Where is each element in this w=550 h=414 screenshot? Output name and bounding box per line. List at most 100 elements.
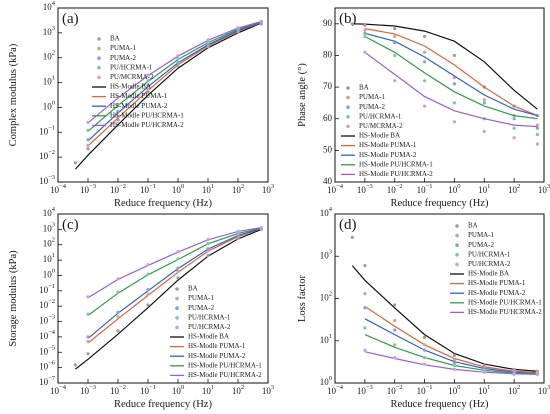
x-tick-label: 10−2	[110, 384, 126, 396]
x-tick-label: 101	[202, 384, 214, 396]
data-point-pu-hcrma-1	[423, 79, 427, 83]
data-point-puma-1	[86, 339, 90, 344]
legend-label: HS-Modle PUMA-2	[359, 151, 417, 159]
legend-label: HS-Modle PU/HCRMA-1	[110, 111, 184, 119]
data-point-ba	[423, 335, 427, 339]
data-point-puma-2	[423, 348, 427, 352]
legend-marker-puma-1	[175, 296, 179, 301]
data-point-puma-2	[146, 288, 150, 292]
legend-label: HS-Modle PU/HCRMA-2	[359, 170, 433, 178]
panel-label: (b)	[339, 11, 357, 27]
legend-marker-pu-hcrma-2	[175, 325, 179, 330]
x-tick-label: 103	[538, 183, 550, 195]
x-tick-label: 10−3	[80, 183, 96, 195]
data-point-puma-1	[146, 292, 150, 296]
data-point-pu-hcrma-1	[452, 101, 456, 105]
data-point-ba	[393, 27, 397, 31]
y-tick-label: 100	[320, 375, 332, 387]
data-point-pu-hcrma-2	[393, 79, 397, 83]
data-point-pu-hcrma-1	[146, 79, 150, 83]
legend-label: PU/HCRMA-1	[359, 112, 402, 120]
plot-frame	[334, 7, 545, 183]
legend-label: PU/HCRMA-1	[110, 63, 153, 71]
legend-label: PUMA-1	[188, 294, 215, 302]
y-tick-label: 10−1	[39, 125, 55, 137]
legend-label: HS-Modle PUMA-1	[110, 92, 168, 100]
y-tick-label: 10−2	[39, 150, 55, 162]
data-point-pu-hcrma-1	[116, 290, 120, 294]
plot-frame	[57, 7, 269, 183]
legend-label: HS-Modle PUMA-2	[468, 289, 526, 297]
model-line-pu-hcrma-1	[364, 334, 538, 374]
model-line-puma-2	[364, 32, 538, 117]
data-point-ba	[206, 253, 210, 258]
data-point-puma-1	[482, 98, 486, 102]
data-point-pu-hcrma-2	[86, 295, 90, 299]
data-point-pu-hcrma-2	[259, 19, 263, 23]
x-tick-label: 10−1	[417, 384, 433, 396]
data-point-pu-hcrma-1	[363, 326, 367, 330]
data-point-pu-hcrma-1	[393, 53, 397, 58]
x-tick-label: 103	[262, 384, 274, 396]
legend-marker-ba	[346, 86, 350, 90]
legend-label: HS-Modle PUMA-2	[188, 352, 246, 360]
y-tick-label: 50	[323, 144, 333, 154]
legend-marker-pu-hcrma-1	[346, 115, 350, 119]
legend-marker-pu-hcrma-1	[455, 253, 459, 257]
model-line-ba	[74, 22, 262, 170]
data-point-pu-hcrma-2	[512, 372, 516, 376]
data-point-puma-1	[535, 123, 540, 127]
data-point-puma-2	[86, 138, 90, 142]
legend-marker-puma-2	[346, 105, 350, 109]
data-point-ba	[146, 303, 150, 307]
x-axis-title: Reduce frequency (Hz)	[391, 399, 489, 410]
data-point-pu-hcrma-2	[535, 372, 540, 376]
x-tick-label: 10−2	[387, 183, 403, 195]
x-tick-label: 101	[202, 183, 214, 195]
x-tick-label: 10−4	[50, 384, 67, 396]
x-tick-label: 101	[478, 183, 490, 195]
legend-label: HS-Modle PUMA-1	[468, 279, 526, 287]
x-tick-label: 100	[448, 183, 460, 195]
x-tick-label: 103	[538, 384, 550, 396]
y-tick-label: 10−3	[39, 174, 55, 186]
legend-label: PUMA-1	[468, 231, 495, 239]
legend-marker-pu-hcrma-1	[175, 316, 179, 320]
plot-frame	[57, 213, 269, 384]
data-point-puma-1	[116, 315, 120, 319]
y-tick-label: 101	[43, 253, 55, 265]
data-point-pu-hcrma-2	[116, 95, 120, 99]
legend-label: PU/MCRMA-2	[110, 73, 154, 81]
data-point-puma-2	[363, 31, 367, 35]
x-tick-label: 10−4	[327, 183, 344, 195]
y-tick-label: 40	[323, 176, 333, 186]
x-tick-label: 10−2	[387, 384, 403, 396]
model-line-pu-hcrma-1	[364, 35, 538, 120]
legend-marker-pu-hcrma-2	[97, 75, 101, 80]
legend-label: HS-Modle PU/HCRMA-2	[188, 371, 262, 379]
data-point-ba	[363, 23, 367, 27]
data-point-puma-1	[116, 115, 120, 119]
x-tick-label: 100	[448, 384, 460, 396]
data-point-puma-2	[146, 84, 150, 88]
y-tick-label: 10−1	[39, 283, 55, 295]
x-tick-label: 10−1	[140, 183, 156, 195]
data-point-puma-2	[393, 41, 397, 45]
x-tick-label: 10−2	[110, 183, 126, 195]
legend-marker-pu-hcrma-2	[455, 262, 459, 267]
legend-label: HS-Modle PUMA-1	[188, 342, 246, 350]
legend-marker-ba	[175, 287, 179, 291]
data-point-ba	[73, 161, 77, 165]
data-point-ba	[363, 264, 367, 268]
x-tick-label: 10−3	[357, 183, 373, 195]
data-point-pu-hcrma-2	[206, 38, 210, 42]
data-point-ba	[116, 329, 120, 333]
data-point-pu-hcrma-1	[146, 272, 150, 276]
data-point-pu-hcrma-2	[482, 370, 486, 374]
x-tick-label: 102	[232, 384, 244, 396]
data-point-pu-hcrma-2	[363, 348, 367, 352]
legend-label: HS-Modle PU/HCRMA-1	[188, 361, 262, 369]
data-point-pu-hcrma-1	[535, 132, 540, 137]
x-axis-title: Reduce frequency (Hz)	[391, 198, 489, 209]
data-point-puma-1	[423, 50, 427, 54]
